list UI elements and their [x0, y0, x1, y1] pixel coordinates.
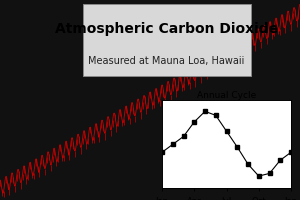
- Title: Annual Cycle: Annual Cycle: [197, 90, 256, 99]
- FancyBboxPatch shape: [82, 5, 250, 77]
- Text: Atmospheric Carbon Dioxide: Atmospheric Carbon Dioxide: [55, 21, 278, 35]
- Text: Measured at Mauna Loa, Hawaii: Measured at Mauna Loa, Hawaii: [88, 56, 245, 66]
